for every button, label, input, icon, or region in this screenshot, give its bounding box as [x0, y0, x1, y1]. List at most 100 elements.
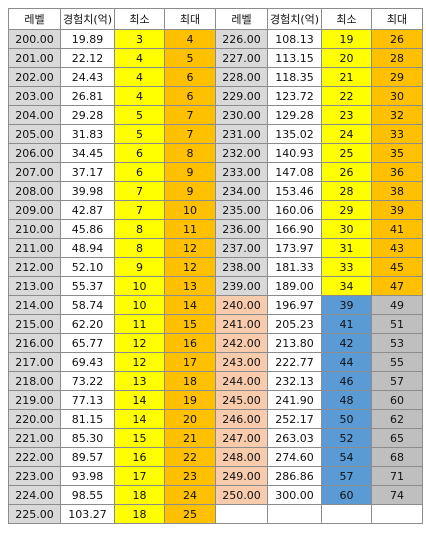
header-exp-right: 경험치(억)	[267, 8, 322, 30]
cell-min-left: 10	[114, 295, 165, 315]
table-row: 220.00 81.15 14 20 246.00 252.17 50 62	[8, 409, 423, 429]
cell-max-left: 22	[164, 447, 216, 467]
cell-min-right: 24	[321, 124, 372, 144]
cell-max-right: 39	[371, 200, 423, 220]
cell-min-right: 23	[321, 105, 372, 125]
cell-min-right: 42	[321, 333, 372, 353]
table-row: 211.00 48.94 8 12 237.00 173.97 31 43	[8, 238, 423, 258]
cell-level-right: 245.00	[215, 390, 268, 410]
cell-min-left: 14	[114, 390, 165, 410]
cell-exp-left: 42.87	[60, 200, 115, 220]
cell-max-right	[371, 504, 423, 524]
cell-level-right: 247.00	[215, 428, 268, 448]
cell-max-left: 24	[164, 485, 216, 505]
cell-exp-left: 52.10	[60, 257, 115, 277]
cell-max-right: 49	[371, 295, 423, 315]
cell-max-right: 53	[371, 333, 423, 353]
header-row: 레벨 경험치(억) 최소 최대 레벨 경험치(억) 최소 최대	[8, 8, 423, 30]
cell-exp-right: 166.90	[267, 219, 322, 239]
cell-level-right: 228.00	[215, 67, 268, 87]
table-row: 215.00 62.20 11 15 241.00 205.23 41 51	[8, 314, 423, 334]
table-row: 216.00 65.77 12 16 242.00 213.80 42 53	[8, 333, 423, 353]
cell-exp-right: 173.97	[267, 238, 322, 258]
cell-exp-right: 286.86	[267, 466, 322, 486]
cell-max-left: 20	[164, 409, 216, 429]
cell-exp-right: 196.97	[267, 295, 322, 315]
cell-exp-right: 108.13	[267, 29, 322, 49]
cell-min-right: 31	[321, 238, 372, 258]
cell-exp-left: 26.81	[60, 86, 115, 106]
cell-max-right: 35	[371, 143, 423, 163]
table-row: 202.00 24.43 4 6 228.00 118.35 21 29	[8, 67, 423, 87]
cell-min-right: 46	[321, 371, 372, 391]
cell-level-right: 249.00	[215, 466, 268, 486]
cell-exp-right: 300.00	[267, 485, 322, 505]
table-row: 214.00 58.74 10 14 240.00 196.97 39 49	[8, 295, 423, 315]
cell-level-left: 220.00	[8, 409, 61, 429]
cell-level-right: 234.00	[215, 181, 268, 201]
cell-exp-right: 147.08	[267, 162, 322, 182]
cell-level-left: 202.00	[8, 67, 61, 87]
cell-min-left: 3	[114, 29, 165, 49]
cell-max-left: 11	[164, 219, 216, 239]
cell-exp-left: 65.77	[60, 333, 115, 353]
cell-max-right: 68	[371, 447, 423, 467]
cell-min-right: 48	[321, 390, 372, 410]
table-row: 209.00 42.87 7 10 235.00 160.06 29 39	[8, 200, 423, 220]
cell-max-left: 5	[164, 48, 216, 68]
cell-level-right: 243.00	[215, 352, 268, 372]
cell-exp-left: 98.55	[60, 485, 115, 505]
cell-level-left: 208.00	[8, 181, 61, 201]
cell-min-left: 6	[114, 162, 165, 182]
cell-max-left: 6	[164, 67, 216, 87]
cell-exp-right: 113.15	[267, 48, 322, 68]
cell-min-left: 9	[114, 257, 165, 277]
cell-min-right: 21	[321, 67, 372, 87]
cell-level-left: 219.00	[8, 390, 61, 410]
cell-max-right: 26	[371, 29, 423, 49]
cell-max-right: 41	[371, 219, 423, 239]
cell-exp-right: 160.06	[267, 200, 322, 220]
cell-exp-left: 48.94	[60, 238, 115, 258]
cell-min-right: 44	[321, 352, 372, 372]
cell-exp-right: 205.23	[267, 314, 322, 334]
cell-min-left: 12	[114, 333, 165, 353]
cell-min-right: 33	[321, 257, 372, 277]
cell-max-left: 18	[164, 371, 216, 391]
cell-level-right: 231.00	[215, 124, 268, 144]
cell-exp-left: 31.83	[60, 124, 115, 144]
table-row: 204.00 29.28 5 7 230.00 129.28 23 32	[8, 105, 423, 125]
table-row: 203.00 26.81 4 6 229.00 123.72 22 30	[8, 86, 423, 106]
table-row: 213.00 55.37 10 13 239.00 189.00 34 47	[8, 276, 423, 296]
cell-exp-right: 181.33	[267, 257, 322, 277]
header-level-left: 레벨	[8, 8, 61, 30]
cell-min-left: 18	[114, 485, 165, 505]
cell-exp-left: 69.43	[60, 352, 115, 372]
cell-max-right: 28	[371, 48, 423, 68]
cell-max-right: 74	[371, 485, 423, 505]
table-row: 219.00 77.13 14 19 245.00 241.90 48 60	[8, 390, 423, 410]
cell-level-left: 204.00	[8, 105, 61, 125]
table-row: 225.00 103.27 18 25	[8, 504, 423, 524]
cell-min-left: 7	[114, 200, 165, 220]
cell-max-left: 7	[164, 105, 216, 125]
cell-exp-right: 135.02	[267, 124, 322, 144]
cell-exp-left: 89.57	[60, 447, 115, 467]
cell-exp-right: 118.35	[267, 67, 322, 87]
cell-max-right: 65	[371, 428, 423, 448]
cell-min-left: 15	[114, 428, 165, 448]
cell-level-right: 237.00	[215, 238, 268, 258]
cell-exp-left: 45.86	[60, 219, 115, 239]
cell-min-right: 30	[321, 219, 372, 239]
cell-exp-left: 55.37	[60, 276, 115, 296]
table-body: 200.00 19.89 3 4 226.00 108.13 19 26 201.00 22.12…	[8, 29, 423, 524]
cell-level-right: 240.00	[215, 295, 268, 315]
cell-max-left: 16	[164, 333, 216, 353]
table-row: 212.00 52.10 9 12 238.00 181.33 33 45	[8, 257, 423, 277]
table-row: 200.00 19.89 3 4 226.00 108.13 19 26	[8, 29, 423, 49]
cell-max-left: 14	[164, 295, 216, 315]
cell-exp-left: 58.74	[60, 295, 115, 315]
cell-max-right: 55	[371, 352, 423, 372]
cell-level-right: 238.00	[215, 257, 268, 277]
cell-max-left: 7	[164, 124, 216, 144]
